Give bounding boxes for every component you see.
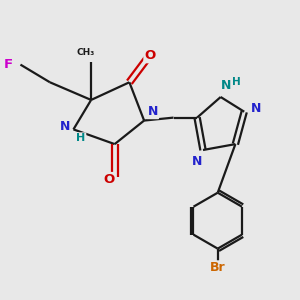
Text: F: F — [4, 58, 13, 71]
Text: N: N — [59, 120, 70, 133]
Text: N: N — [192, 155, 202, 168]
Text: H: H — [232, 77, 241, 87]
Text: N: N — [148, 105, 158, 118]
Text: Br: Br — [210, 261, 226, 274]
Text: O: O — [144, 49, 156, 62]
Text: H: H — [76, 133, 86, 143]
Text: N: N — [251, 102, 261, 115]
Text: CH₃: CH₃ — [76, 48, 94, 57]
Text: N: N — [221, 79, 232, 92]
Text: O: O — [103, 173, 114, 186]
